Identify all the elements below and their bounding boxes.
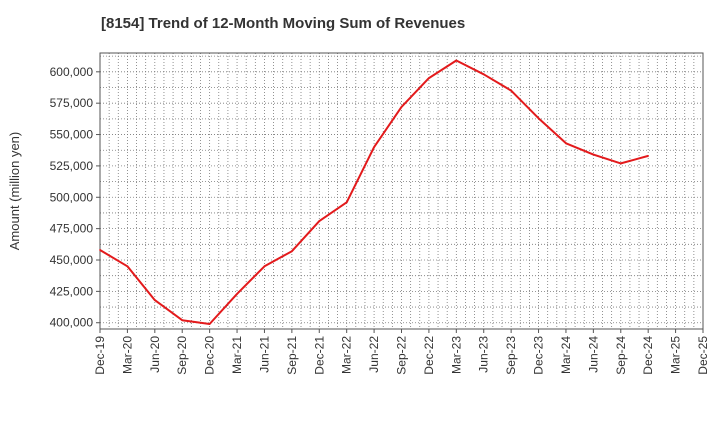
x-tick-label: Jun-24: [586, 336, 600, 373]
data-point: [428, 77, 430, 79]
data-point: [400, 106, 403, 108]
series-layer: [99, 59, 649, 325]
data-point: [263, 265, 266, 268]
data-point: [482, 73, 485, 76]
x-tick-label: Sep-22: [395, 336, 409, 375]
x-tick-label: Dec-25: [696, 336, 710, 375]
x-tick-label: Jun-21: [257, 336, 271, 373]
x-tick-label: Jun-20: [148, 336, 162, 373]
y-tick-label: 400,000: [50, 316, 94, 330]
chart-title: [8154] Trend of 12-Month Moving Sum of R…: [101, 15, 466, 32]
x-tick-label: Jun-23: [477, 336, 491, 373]
data-point: [154, 299, 156, 301]
x-tick-label: Dec-21: [312, 336, 326, 375]
y-axis-label: Amount (million yen): [7, 132, 22, 251]
data-point: [126, 265, 129, 268]
data-point: [181, 319, 184, 322]
x-tick-label: Mar-23: [449, 336, 463, 374]
data-point: [565, 142, 567, 145]
data-point: [318, 220, 321, 222]
x-tick-label: Mar-21: [230, 336, 244, 374]
x-axis-ticks: Dec-19 Mar-20 Jun-20 Sep-20 Dec-20 Mar-21 Jun-…: [93, 329, 710, 375]
y-tick-label: 425,000: [50, 284, 94, 298]
x-tick-label: Mar-22: [340, 336, 354, 374]
x-tick-label: Dec-23: [532, 336, 546, 375]
y-tick-label: 525,000: [50, 159, 94, 173]
data-point: [537, 117, 540, 120]
x-tick-label: Sep-20: [175, 336, 189, 375]
y-tick-label: 550,000: [50, 128, 94, 142]
y-axis-ticks: 400,000 425,000 450,000 475,000 500,000 525,0…: [50, 65, 100, 330]
x-tick-label: Mar-25: [669, 336, 683, 374]
data-point: [619, 162, 622, 165]
data-point: [345, 201, 348, 204]
y-tick-label: 450,000: [50, 253, 94, 267]
x-tick-label: Mar-20: [120, 336, 134, 374]
data-point: [208, 323, 211, 325]
x-tick-label: Dec-20: [203, 336, 217, 375]
x-tick-label: Dec-24: [641, 336, 655, 375]
x-tick-label: Sep-23: [504, 336, 518, 375]
y-tick-label: 475,000: [50, 222, 94, 236]
y-tick-label: 500,000: [50, 190, 94, 204]
data-point: [455, 59, 458, 62]
data-point: [373, 146, 375, 148]
data-point: [647, 155, 649, 157]
x-tick-label: Sep-24: [614, 336, 628, 375]
x-tick-label: Jun-22: [367, 336, 381, 373]
data-point: [510, 89, 512, 92]
data-point: [291, 250, 293, 253]
gridlines: [100, 53, 703, 329]
data-point: [99, 249, 101, 251]
x-tick-label: Dec-19: [93, 336, 107, 375]
x-tick-label: Dec-22: [422, 336, 436, 375]
x-tick-label: Sep-21: [285, 336, 299, 375]
y-tick-label: 575,000: [50, 96, 94, 110]
data-point: [592, 153, 595, 156]
data-point: [236, 293, 238, 295]
x-tick-label: Mar-24: [559, 336, 573, 374]
y-tick-label: 600,000: [50, 65, 94, 79]
